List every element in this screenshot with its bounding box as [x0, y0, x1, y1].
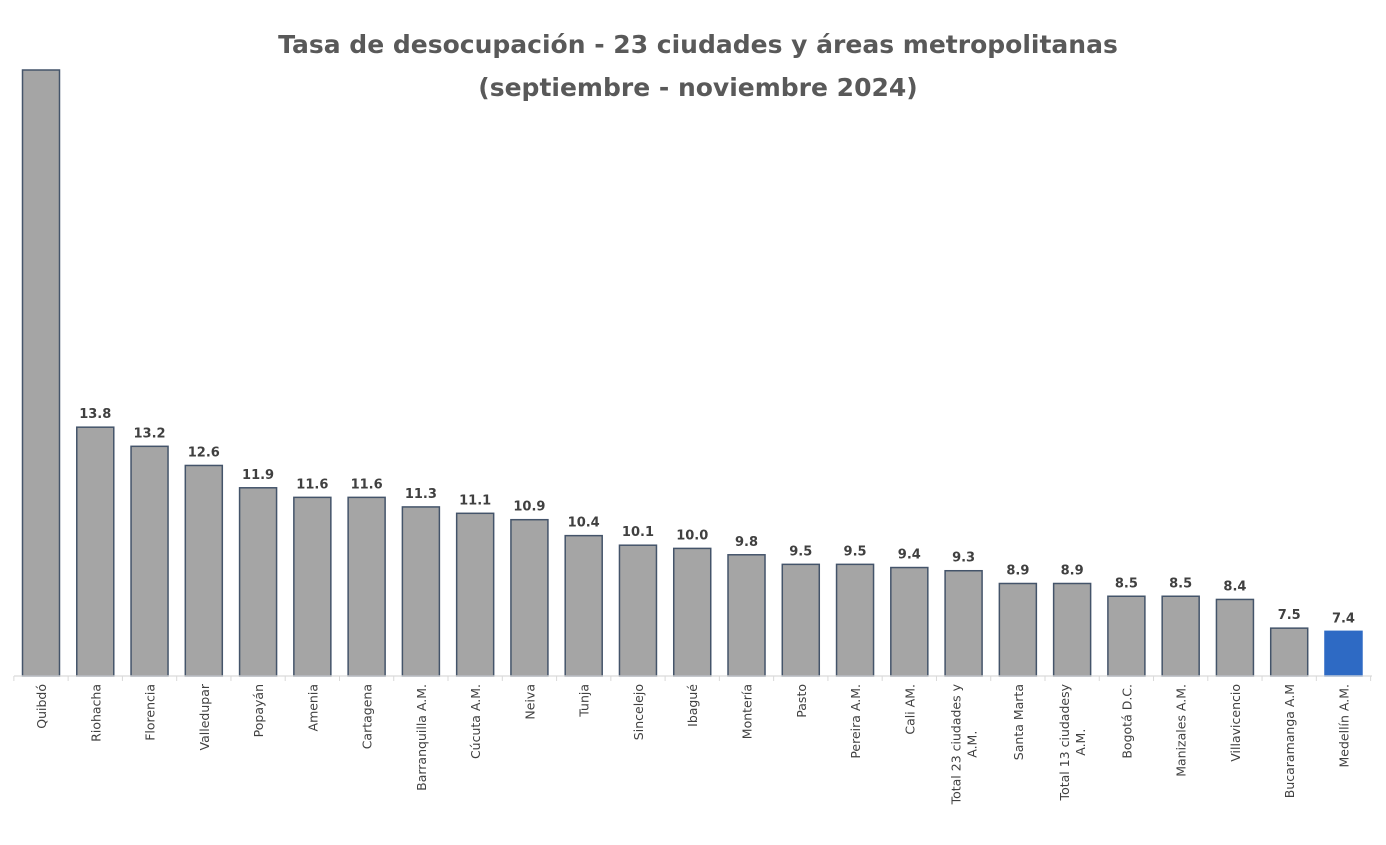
- bar-popayán: [238, 487, 278, 677]
- data-label: 11.6: [296, 477, 328, 492]
- data-label: 8.4: [1223, 579, 1246, 594]
- x-tick-label: Bucaramanga A.M: [1282, 684, 1297, 798]
- bar-neiva: [510, 518, 549, 677]
- x-tick-label: Popayán: [251, 684, 266, 737]
- x-tick-label: Bogotá D.C.: [1119, 684, 1134, 759]
- data-label: 8.9: [1006, 563, 1029, 578]
- x-tick-label: Villavicencio: [1228, 684, 1243, 762]
- bar-amenia: [293, 496, 332, 677]
- data-label: 11.9: [242, 468, 274, 483]
- x-tick-label: Barranquilla A.M.: [414, 684, 429, 791]
- data-label: 9.8: [735, 535, 758, 550]
- chart-title: Tasa de desocupación - 23 ciudades y áre…: [278, 30, 1118, 59]
- bar-bogotá-d.c.: [1107, 595, 1146, 677]
- data-label: 11.6: [351, 477, 383, 492]
- data-label: 7.4: [1332, 611, 1355, 626]
- x-tick-label: Pasto: [794, 684, 809, 718]
- data-label: 8.9: [1061, 563, 1084, 578]
- x-tick-label: Total 13 ciudadesyA.M.: [1057, 683, 1088, 801]
- data-label: 13.2: [134, 426, 166, 441]
- x-tick-label: Sincelejo: [631, 684, 646, 740]
- bar-valledupar: [184, 464, 224, 677]
- bar-villavicencio: [1215, 598, 1255, 677]
- bar-medellín-a.m.: [1324, 630, 1363, 677]
- x-tick-label: Manizales A.M.: [1174, 684, 1189, 777]
- data-label: 7.5: [1278, 608, 1301, 623]
- x-tick-label: Cúcuta A.M.: [468, 684, 483, 759]
- bar-quibdó: [21, 69, 61, 677]
- bar-barranquilla-a.m.: [401, 506, 441, 677]
- bar-riohacha: [76, 426, 115, 677]
- bar-manizales-a.m.: [1161, 595, 1200, 677]
- data-label: 10.9: [513, 500, 545, 515]
- data-label: 12.6: [188, 445, 220, 460]
- data-label: 11.1: [459, 493, 491, 508]
- x-tick-label: Valledupar: [197, 683, 212, 750]
- bar-cartagena: [347, 496, 386, 677]
- x-tick-label: Florencia: [143, 684, 158, 741]
- data-label: 9.5: [789, 544, 812, 559]
- x-tick-label: Tunja: [577, 684, 592, 718]
- bar-tunja: [564, 534, 603, 677]
- data-label: 10.1: [622, 525, 654, 540]
- x-tick-label: Montería: [740, 684, 755, 739]
- x-tick-label: Quibdó: [34, 684, 49, 729]
- x-tick-label: Ibagué: [685, 684, 700, 727]
- x-tick-label: Santa Marta: [1011, 684, 1026, 760]
- data-label: 10.0: [676, 528, 708, 543]
- bar-cali-am.: [890, 566, 929, 677]
- bar-florencia: [130, 445, 169, 677]
- x-tick-label: Riohacha: [88, 684, 103, 742]
- x-tick-label: Amenia: [305, 684, 320, 731]
- chart-subtitle: (septiembre - noviembre 2024): [478, 73, 917, 102]
- x-tick-label: Neiva: [522, 684, 537, 720]
- x-tick-label: Pereira A.M.: [848, 684, 863, 759]
- bar-cúcuta-a.m.: [455, 512, 495, 677]
- data-label: 13.8: [79, 407, 111, 422]
- bar-santa-marta: [998, 582, 1038, 677]
- data-label: 8.5: [1115, 576, 1138, 591]
- bar-sincelejo: [618, 544, 658, 677]
- bar-bucaramanga-a.m: [1269, 627, 1309, 677]
- x-tick-label: Cartagena: [360, 684, 375, 749]
- bar-total-23-ciudades-y-a.m.: [944, 569, 983, 677]
- bar-ibagué: [672, 547, 712, 677]
- bar-pasto: [781, 563, 821, 677]
- x-tick-label: Total 23 ciudades yA.M.: [949, 683, 980, 805]
- data-label: 8.5: [1169, 576, 1192, 591]
- data-label: 9.4: [898, 548, 921, 563]
- data-label: 11.3: [405, 487, 437, 502]
- x-tick-label: Medellín A.M.: [1336, 684, 1351, 767]
- bar-pereira-a.m.: [835, 563, 875, 677]
- data-label: 9.5: [844, 544, 867, 559]
- bar-montería: [727, 554, 766, 677]
- x-tick-label: Cali AM.: [902, 684, 917, 735]
- data-label: 9.3: [952, 551, 975, 566]
- data-label: 10.4: [568, 516, 600, 531]
- bar-total-13-ciudadesy-a.m.: [1052, 582, 1092, 677]
